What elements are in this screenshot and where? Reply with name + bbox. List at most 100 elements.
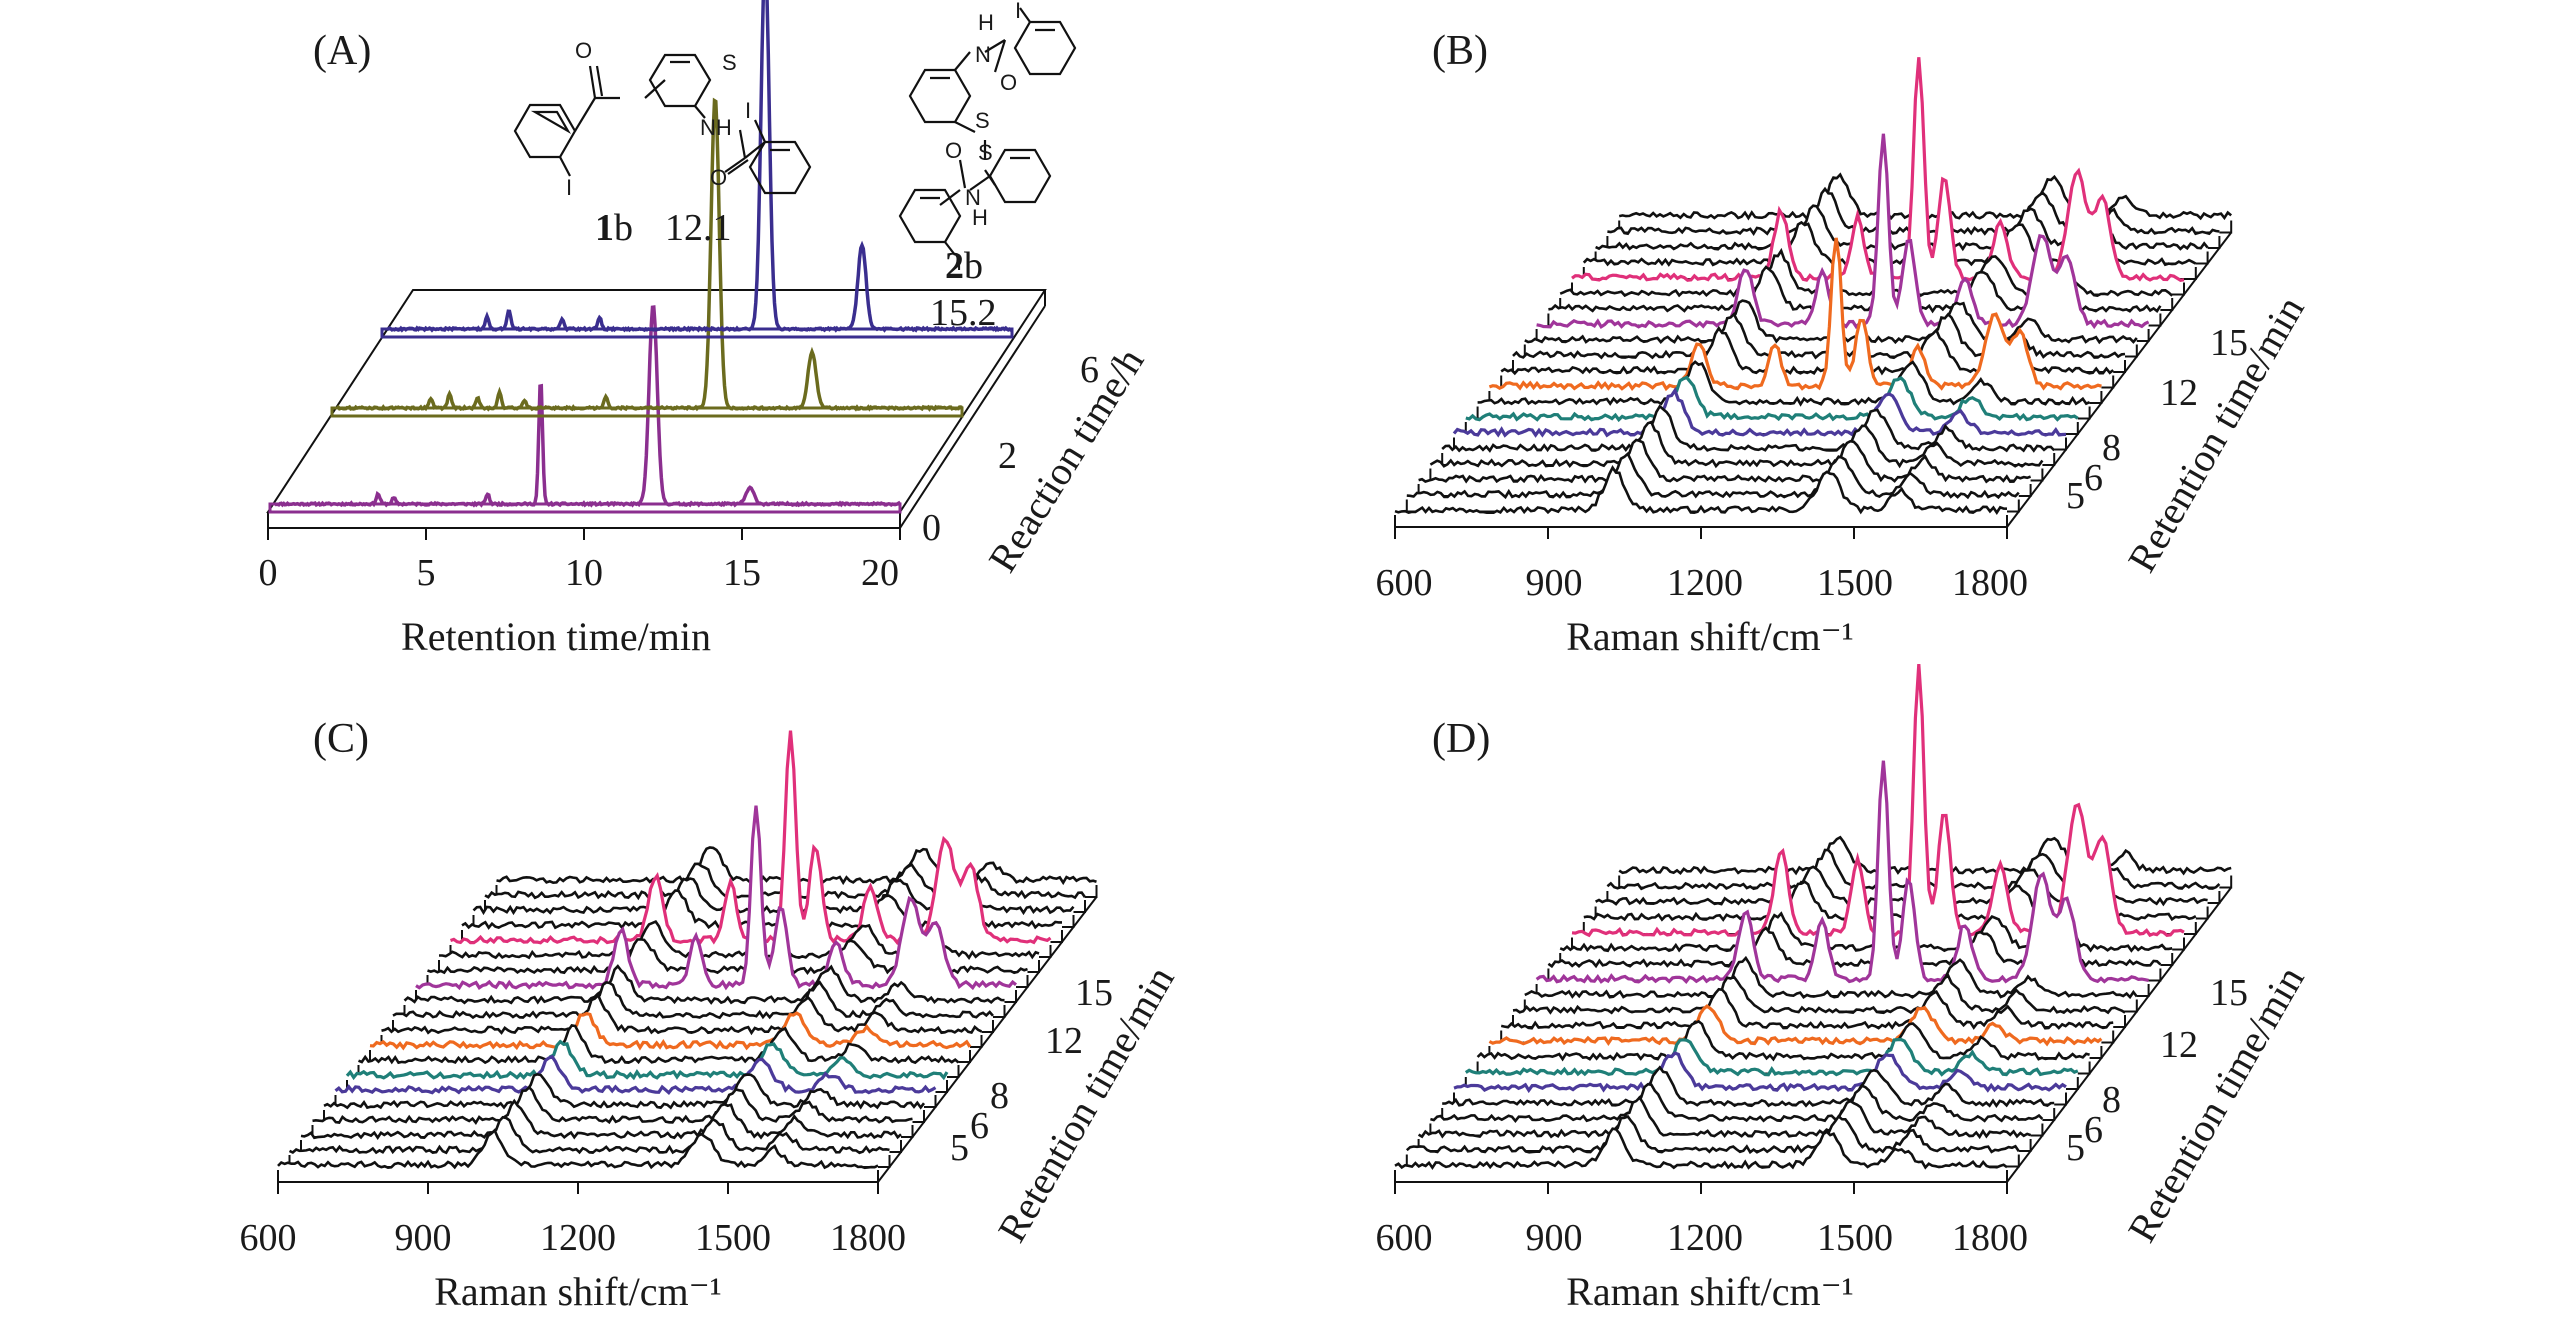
panel-a-label-2b-num: 2 (945, 245, 964, 287)
panel-c-spectrum-12 (415, 805, 1017, 991)
panel-c-letter: (C) (313, 716, 369, 762)
panel-b-ztick-12: 12 (2160, 372, 2198, 414)
panel-b-xlabel: Raman shift/cm⁻¹ (1566, 614, 1854, 659)
panel-d-spectrum-12 (1535, 760, 2149, 985)
panel-c-ztick-15: 15 (1075, 972, 1113, 1014)
panel-c-spectrum-1 (288, 1115, 890, 1155)
structure-2b-ring-2 (1013, 20, 1077, 76)
chem-2b-i2: I (956, 250, 962, 275)
panel-c-spectrum-mask-9 (381, 995, 982, 1047)
panel-d-spectrum-mask-9 (1501, 989, 2114, 1043)
panel-b-ztick-8: 8 (2102, 427, 2121, 469)
panel-d-spectrum-mask-1 (1406, 1116, 2019, 1167)
panel-a-xtick-20: 20 (861, 552, 899, 594)
chem-2b-o2: O (945, 138, 962, 163)
chem-2b-h1: H (978, 10, 994, 35)
chem-1b-o2: O (710, 165, 727, 190)
panel-d-z-axis (2006, 886, 2232, 1183)
panel-a-letter: (A) (313, 28, 371, 74)
panel-c-spectrum-mask-2 (301, 1100, 901, 1152)
panel-c-spectrum-mask-17 (473, 878, 1074, 927)
panel-d-spectrum-mask-3 (1430, 1084, 2043, 1136)
panel-b-spectrum-mask-7 (1477, 361, 2090, 419)
panel-a-xtick-0: 0 (259, 552, 278, 594)
panel-a-ztick-2: 2 (998, 435, 1017, 477)
chem-2b-o1: O (1000, 70, 1017, 95)
chem-2b-n2: N (965, 185, 981, 210)
panel-d-xtick-900: 900 (1526, 1217, 1583, 1259)
panel-b-spectrum-3 (1429, 420, 2044, 469)
panel-c-spectrum-mask-10 (393, 982, 993, 1032)
structure-1b (513, 53, 812, 195)
panel-a-label-1b-num: 1 (595, 207, 614, 249)
panel-d: (D) 600 900 1200 1500 1800 Raman shift/c… (1376, 663, 2313, 1314)
chem-2b-i1: I (1015, 0, 1021, 23)
panel-c-spectrum-2 (300, 1098, 902, 1141)
panel-c-spectrum-5 (334, 1054, 937, 1096)
panel-a-xlabel: Retention time/min (401, 614, 711, 659)
panel-c-spectrum-mask-0 (278, 1130, 878, 1182)
panel-d-spectrum-mask-0 (1395, 1128, 2007, 1182)
panel-a-peak-12-1: 12.1 (665, 207, 732, 249)
panel-c-ztick-6: 6 (970, 1105, 989, 1147)
panel-b-xtick-600: 600 (1376, 562, 1433, 604)
panel-d-ztick-5: 5 (2066, 1127, 2085, 1169)
panel-b-spectrum-mask-14 (1560, 250, 2173, 310)
panel-c-spectrum-6 (345, 1039, 949, 1081)
panel-d-spectrum-4 (1442, 1065, 2055, 1108)
structure-1b-ring-3 (748, 140, 812, 195)
chem-2b-h2: H (972, 205, 988, 230)
panel-c: (C) 600 900 1200 1500 1800 Raman shift/c… (240, 716, 1183, 1314)
panel-d-spectrum-mask-5 (1454, 1053, 2066, 1105)
panel-c-spectrum-7 (358, 1023, 960, 1065)
panel-b-spectrum-5 (1452, 386, 2067, 438)
panel-b-spectrum-0 (1394, 465, 2008, 515)
panel-c-spectrum-mask-5 (335, 1056, 936, 1107)
panel-d-xlabel: Raman shift/cm⁻¹ (1566, 1269, 1854, 1314)
panel-a-xtick-10: 10 (565, 552, 603, 594)
panel-d-spectrum-mask-17 (1595, 866, 2208, 919)
panel-c-xtick-1200: 1200 (540, 1217, 616, 1259)
panel-b-z-axis (2006, 231, 2232, 528)
structure-2b (898, 7, 1077, 256)
panel-b-letter: (B) (1432, 28, 1488, 74)
panel-d-spectrum-mask-8 (1489, 1006, 2102, 1058)
panel-d-ztick-8: 8 (2102, 1079, 2121, 1121)
panel-d-spectrum-10 (1512, 973, 2126, 1015)
panel-c-spectrum-mask-11 (404, 966, 1005, 1017)
panel-c-spectrum-4 (323, 1072, 926, 1110)
panel-c-spectrum-mask-7 (358, 1025, 959, 1077)
panel-a-xtick-5: 5 (417, 552, 436, 594)
chem-1b-i: I (566, 175, 572, 200)
panel-b-spectrum-1 (1406, 451, 2020, 500)
chem-1b-nh: NH (700, 115, 732, 140)
chem-1b-o: O (575, 38, 592, 63)
panel-c-spectrum-0 (277, 1128, 879, 1170)
panel-a-ztick-0: 0 (922, 507, 941, 549)
panel-b-spectrum-mask-0 (1395, 467, 2007, 527)
panel-b-xtick-1200: 1200 (1667, 562, 1743, 604)
panel-c-xlabel: Raman shift/cm⁻¹ (434, 1269, 722, 1314)
panel-b-spectrum-mask-9 (1501, 328, 2114, 388)
panel-d-spectrum-mask-6 (1465, 1039, 2078, 1089)
panel-b-spectrum-2 (1418, 438, 2032, 484)
panel-d-letter: (D) (1432, 716, 1490, 762)
panel-d-ztick-12: 12 (2160, 1024, 2198, 1066)
panel-a-trace-2h (335, 97, 963, 412)
panel-b-spectrum-mask-10 (1513, 314, 2125, 372)
panel-a-label-1b-suffix: b (614, 207, 633, 249)
panel-b-ztick-15: 15 (2210, 322, 2248, 364)
panel-d-spectrum-mask-10 (1513, 975, 2125, 1027)
panel-c-xtick-600: 600 (240, 1217, 297, 1259)
panel-c-spectrum-mask-6 (347, 1041, 947, 1092)
panel-b-xtick-900: 900 (1526, 562, 1583, 604)
panel-b-spectrum-base-0 (1394, 515, 2008, 528)
panel-b-ztick-5: 5 (2066, 475, 2085, 517)
panel-c-z-axis (877, 896, 1098, 1183)
panel-d-spectrum-mask-7 (1477, 1021, 2090, 1074)
panel-c-spectrum-mask-13 (427, 939, 1028, 987)
panel-c-ztick-8: 8 (990, 1075, 1009, 1117)
panel-c-ztick-5: 5 (950, 1127, 969, 1169)
panel-c-spectrum-8 (369, 1011, 972, 1051)
panel-d-xtick-1500: 1500 (1817, 1217, 1893, 1259)
